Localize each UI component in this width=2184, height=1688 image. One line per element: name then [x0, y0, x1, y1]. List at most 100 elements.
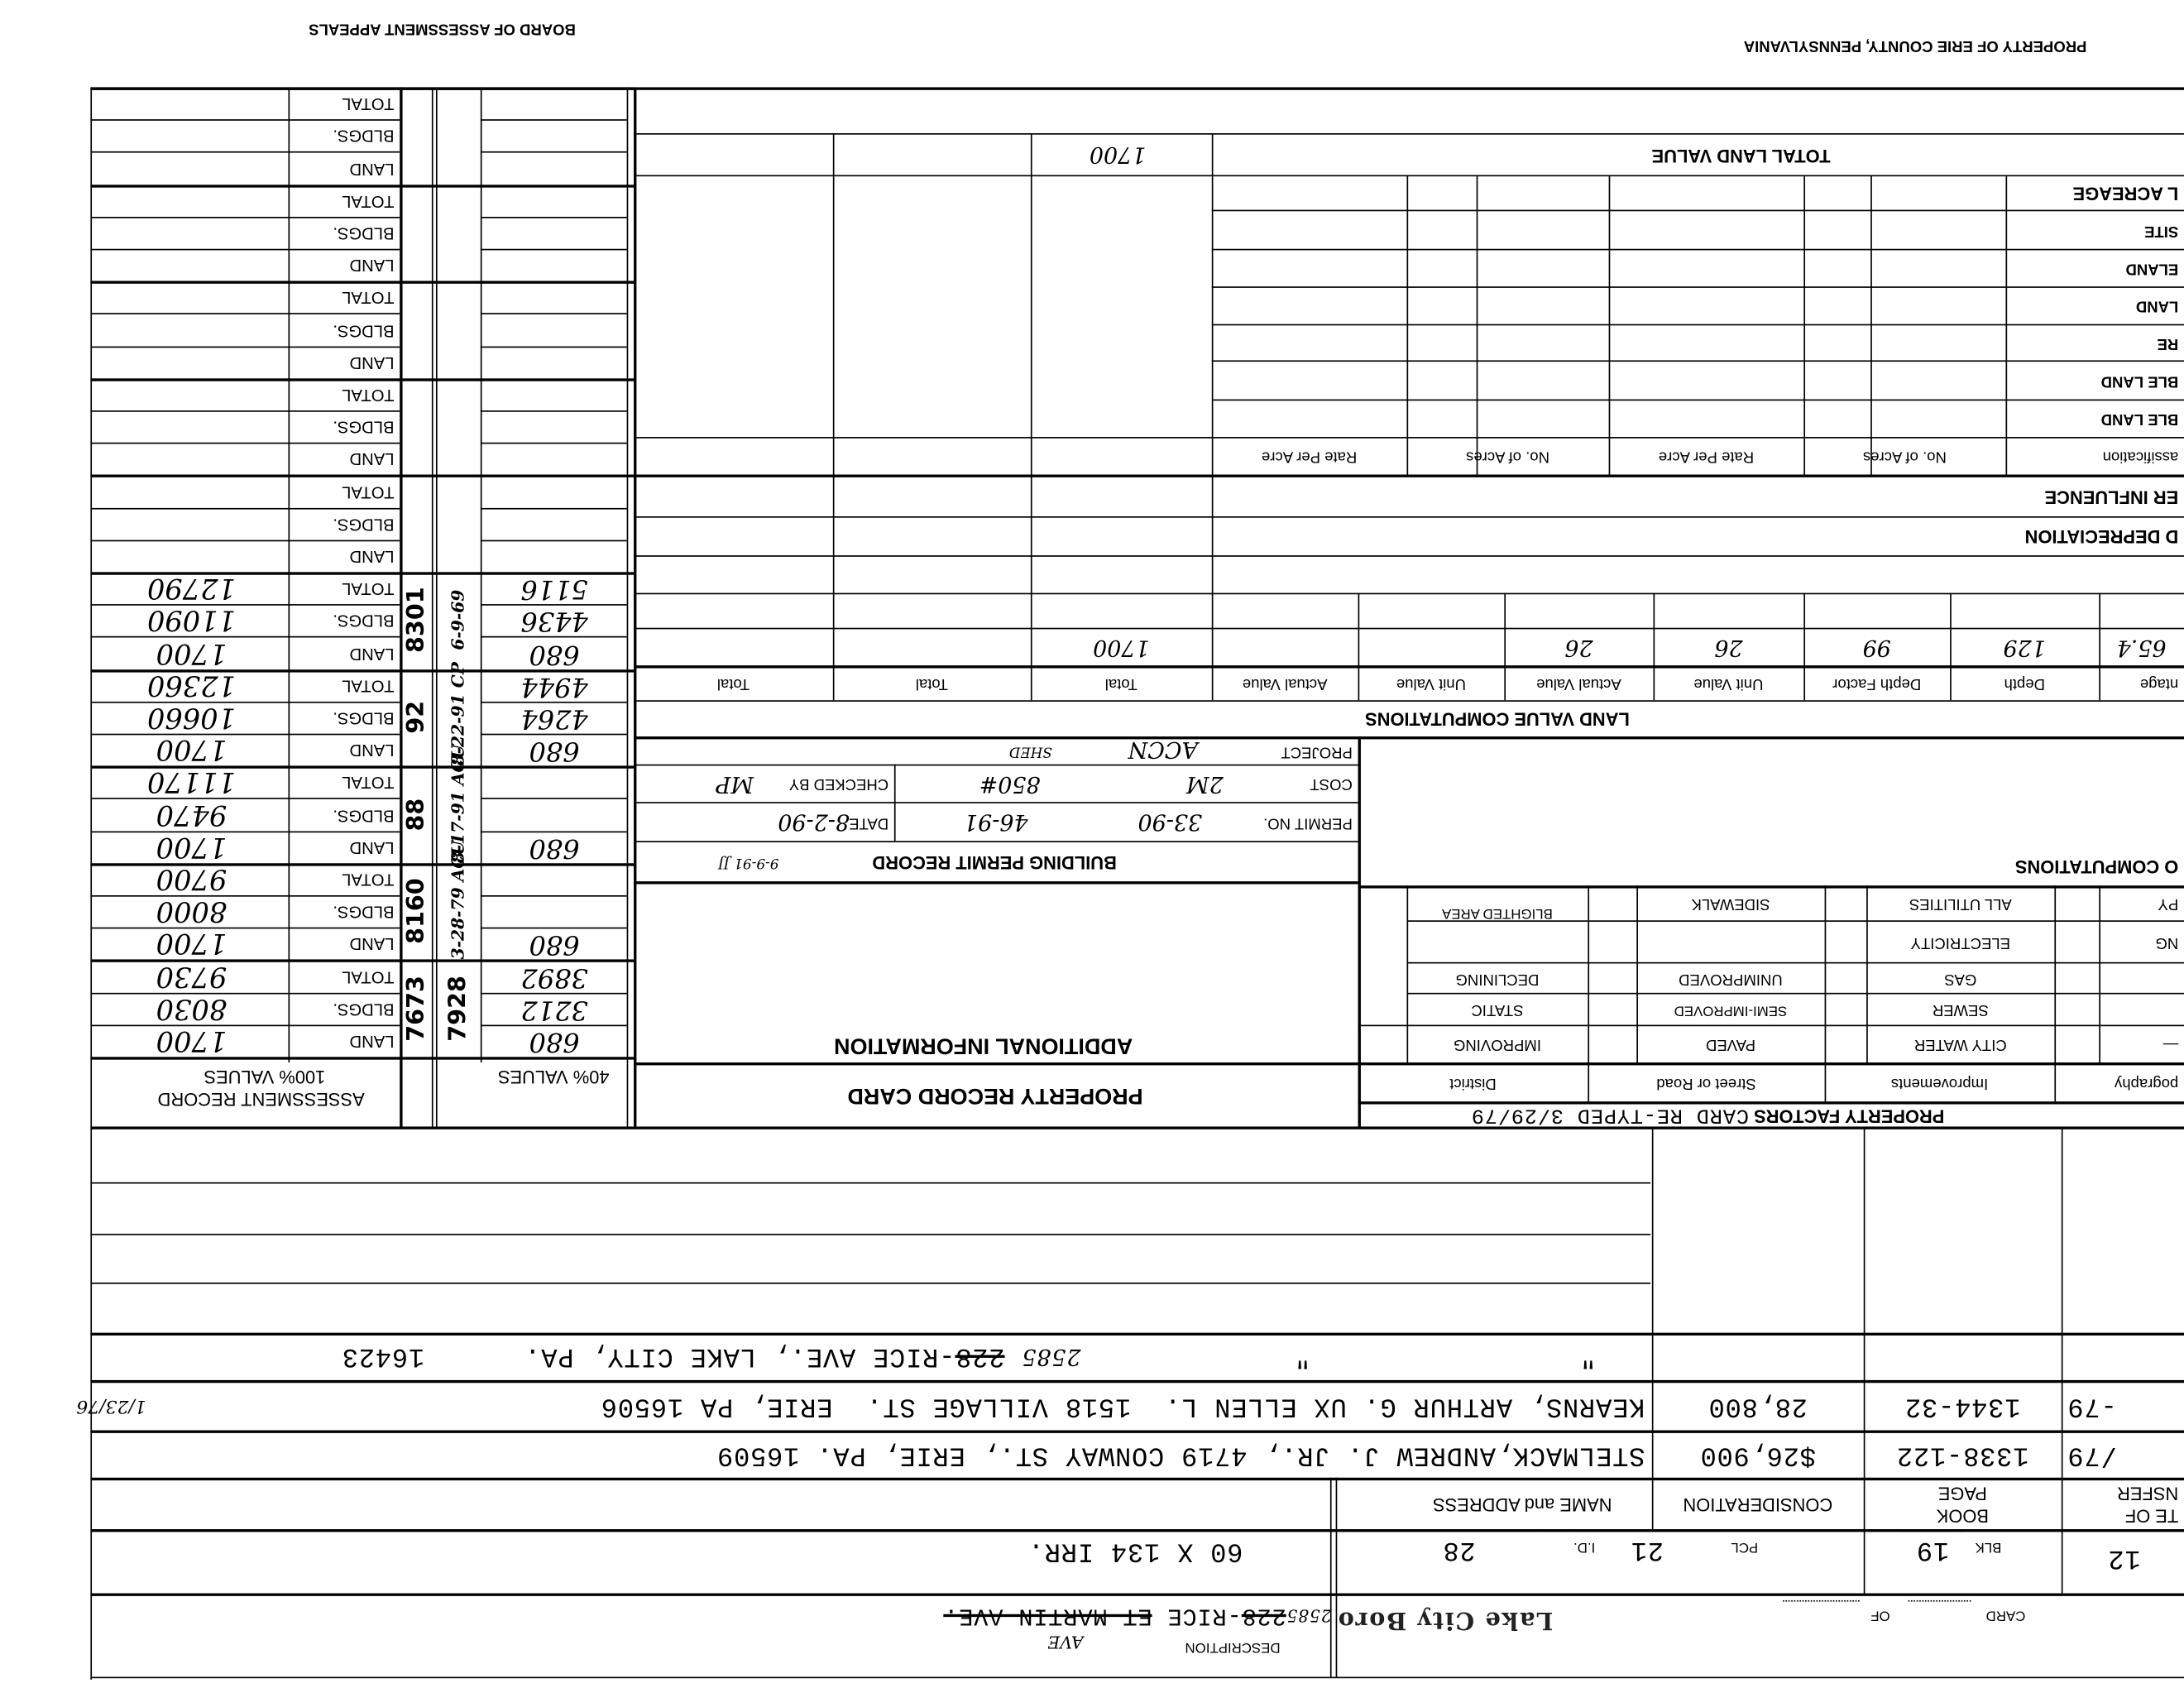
assessment-total-100	[98, 87, 285, 119]
assessment-row-label: LAND	[349, 837, 395, 858]
lv-header: Depth	[2004, 674, 2045, 693]
total-land-value-label: TOTAL LAND VALUE	[1651, 146, 1831, 167]
factor-cell: NG	[2155, 934, 2179, 952]
assessment-stamp: 7673	[402, 975, 431, 1042]
assessment-row-label: LAND	[349, 449, 395, 470]
permit-date-value: 8-2-90	[778, 808, 850, 836]
description-inserted: AVE	[1047, 1632, 1084, 1652]
assessment-row-label: LAND	[349, 741, 395, 760]
building-permit-title: BUILDING PERMIT RECORD	[872, 851, 1117, 874]
factor-cell: IMPROVING	[1453, 1036, 1541, 1053]
description-struck-number: 228	[1241, 1601, 1286, 1628]
factor-cell: SEMI-IMPROVED	[1674, 1002, 1788, 1019]
divider-line	[90, 1234, 1651, 1235]
assessment-bldgs-40	[485, 798, 624, 831]
page-title: PROPERTY RECORD CARD	[847, 1083, 1143, 1107]
assessment-bldgs-100	[98, 217, 285, 249]
cost-value-2: 850#	[979, 771, 1041, 798]
assessment-bldgs-40	[485, 217, 624, 249]
assessment-total-40	[485, 475, 624, 507]
factor-header: Street or Road	[1656, 1075, 1756, 1092]
assessment-total-100: 11170	[146, 766, 237, 800]
assessment-row-label: TOTAL	[342, 579, 395, 599]
description-struck-suffix: ET MARTIN AVE.	[943, 1601, 1152, 1628]
assessment-total-100	[98, 475, 285, 507]
assessment-change-note	[438, 960, 477, 1057]
assessment-bldgs-40	[485, 314, 624, 346]
assessment-row-label: TOTAL	[342, 191, 395, 211]
divider-line	[1870, 175, 1872, 475]
assessment-subtitle-100: 100% VALUES	[204, 1067, 326, 1088]
checked-by-value: MP	[716, 771, 754, 798]
assessment-total-40: 4944	[520, 670, 588, 702]
assessment-change-note: 6-9-69	[448, 590, 468, 651]
assessment-stamp: 92	[402, 701, 431, 735]
assessment-stamp: 8160	[402, 878, 431, 945]
assessment-total-100	[98, 378, 285, 410]
description-label: DESCRIPTION	[1185, 1639, 1281, 1655]
divider-line	[1030, 132, 1032, 701]
total-land-value: 1700	[1089, 141, 1147, 169]
assessment-land-40: 680	[529, 929, 580, 961]
municipality-stamp: Lake City Boro	[1337, 1605, 1554, 1634]
assessment-row-label: TOTAL	[342, 676, 395, 696]
assessment-bldgs-100: 8030	[156, 992, 228, 1026]
property-factors-retyped: PROPERTY FACTORS CARD RE-TYPED 3/29/79	[1226, 1103, 1951, 1128]
divider-line	[634, 132, 2184, 135]
divider-line	[1335, 1477, 1338, 1677]
factor-cell: ALL UTILITIES	[1909, 894, 2012, 913]
assessment-stamp	[403, 185, 431, 281]
assessment-stamp	[403, 281, 431, 378]
assessment-bldgs-100	[98, 410, 285, 443]
factor-cell: PAVED	[1705, 1036, 1755, 1053]
lv-value-frontage: 65.4	[2116, 635, 2167, 662]
divider-line	[90, 87, 93, 1680]
assessment-bldgs-100: 9470	[156, 798, 228, 832]
assessment-row-label: TOTAL	[342, 94, 395, 114]
assessment-land-40	[485, 152, 624, 185]
divider-line	[626, 87, 629, 1127]
divider-line	[90, 1593, 2184, 1596]
dimensions: 60 X 134 IRR.	[1027, 1536, 1243, 1567]
lv-value-total: 1700	[1093, 635, 1150, 662]
assessment-row-label: TOTAL	[342, 385, 395, 405]
card-number-field	[1908, 1599, 1971, 1630]
assessment-land-40: 680	[529, 638, 580, 669]
assessment-land-100	[98, 443, 285, 475]
permit-no-value: 33-90	[1138, 808, 1203, 836]
assessment-row-label: LAND	[349, 934, 395, 955]
divider-line	[1329, 1477, 1332, 1677]
factor-cell: —	[2162, 1036, 2179, 1053]
assessment-row-label: TOTAL	[342, 288, 395, 309]
assessment-land-40: 680	[529, 735, 580, 766]
divider-line	[634, 175, 2184, 177]
factor-cell: SEWER	[1932, 1000, 1989, 1019]
factor-cell: PY	[2158, 894, 2179, 913]
assessment-title: ASSESSMENT RECORD	[157, 1089, 365, 1110]
lv-value-depth-factor: 99	[1862, 635, 1891, 662]
divider-line	[1608, 175, 1611, 475]
assessment-land-40: 680	[529, 832, 580, 863]
factor-header: pography	[2115, 1075, 2179, 1092]
header-transfer: NSFER	[2117, 1483, 2179, 1504]
description-street: -RICE	[1166, 1601, 1242, 1628]
header-date-of-transfer: TE OF NSFER	[2062, 1479, 2184, 1529]
transfer-date: -79	[2067, 1391, 2117, 1422]
ditto-mark: "	[1294, 1340, 1311, 1372]
assessment-land-100	[98, 346, 285, 378]
factor-cell: BLIGHTED AREA	[1442, 904, 1553, 921]
pcl-label: PCL	[1731, 1538, 1759, 1555]
assessment-land-100: 1700	[156, 636, 228, 671]
assessment-land-100	[98, 539, 285, 572]
transfer-note-date: 1/23/76	[76, 1395, 146, 1417]
lv-value-unit: 26	[1714, 635, 1743, 662]
divider-line	[435, 87, 438, 1127]
assessment-land-100: 1700	[156, 1024, 228, 1058]
of-label: OF	[1870, 1607, 1890, 1623]
lv-value-actual: 26	[1564, 635, 1593, 662]
assessment-row-label: BLDGS.	[333, 417, 395, 438]
assessment-stamp: 8301	[402, 587, 431, 654]
divider-line	[1406, 920, 2184, 922]
assessment-total-40	[485, 87, 624, 119]
divider-line	[90, 1182, 1651, 1184]
